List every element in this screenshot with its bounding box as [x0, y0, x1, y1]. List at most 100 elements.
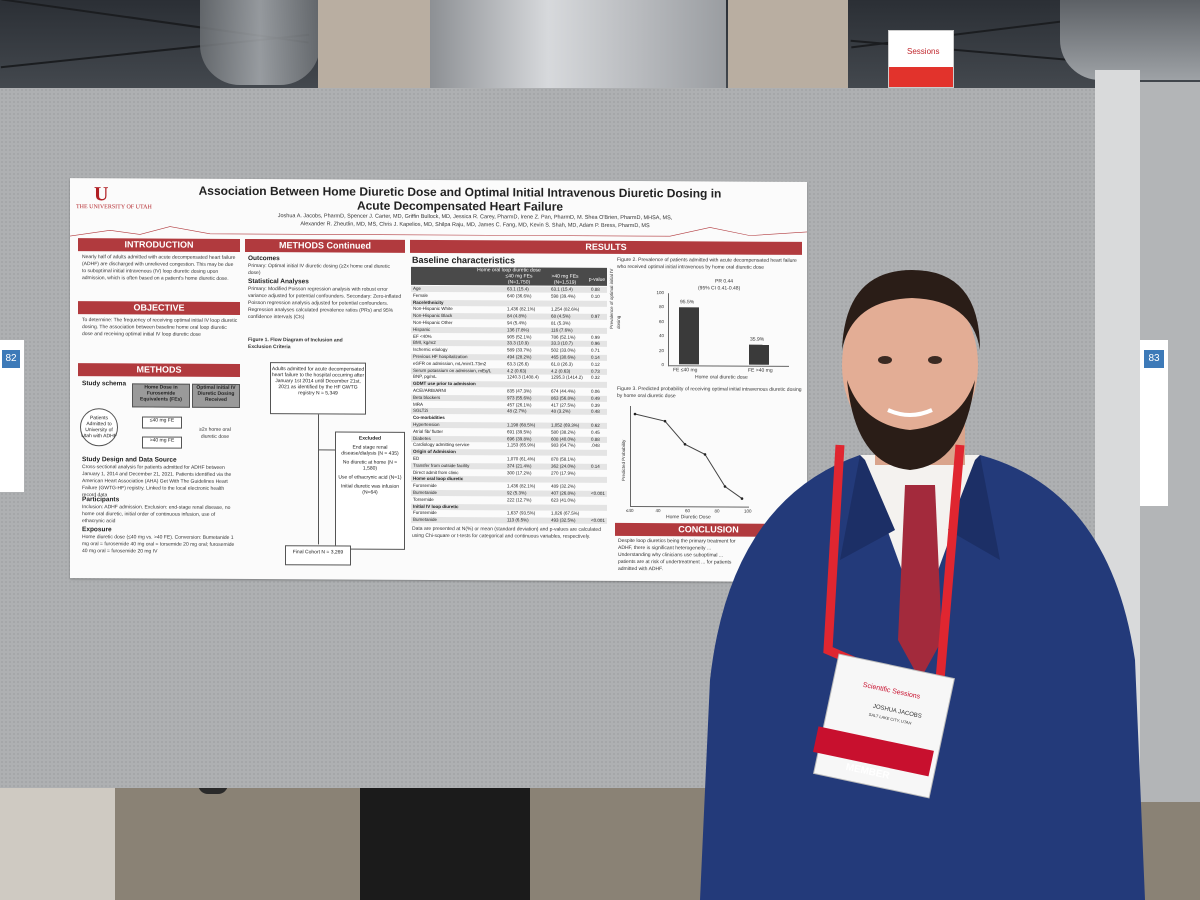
table-cell: 68 (4.5%) — [551, 313, 571, 319]
results-header: RESULTS — [410, 239, 802, 255]
exposure-text: Home diuretic dose (≤40 mg vs. >40 FE). … — [82, 534, 235, 555]
table-cell: 1295.3 (1414.2) — [551, 374, 583, 381]
table-cell: 835 (47.3%) — [507, 388, 532, 394]
table-cell: BMI, kg/m2 — [413, 340, 436, 346]
table-cell: 1,070 (61.4%) — [507, 456, 536, 462]
figure3-line — [633, 412, 744, 500]
baseline-title: Baseline characteristics — [412, 254, 516, 266]
table-col1: ≤40 mg FEs (N=1,750) — [505, 273, 533, 286]
stats-title: Statistical Analyses — [248, 278, 309, 286]
university-logo: U — [94, 183, 109, 206]
table-cell: 0.99 — [591, 334, 600, 340]
introduction-header: INTRODUCTION — [78, 238, 240, 252]
table-cell: Hypertension — [413, 421, 440, 428]
study-schema-title: Study schema — [82, 380, 127, 388]
table-cell: 983 (64.7%) — [551, 442, 576, 449]
table-cell: 502 (33.0%) — [551, 347, 576, 353]
table-cell: Non-Hispanic Other — [413, 319, 453, 326]
table-cell: 457 (26.1%) — [507, 401, 532, 408]
table-cell: 0.45 — [591, 429, 600, 435]
figure3-xtick: ≤40 — [626, 507, 634, 514]
table-cell: 878 (58.1%) — [551, 456, 576, 462]
table-cell: 1,436 (82.1%) — [507, 483, 536, 489]
table-cell: 113 (6.5%) — [507, 517, 529, 523]
table-cell: BNP, pg/mL — [413, 374, 437, 380]
table-cell: Co-morbidities — [413, 415, 445, 421]
objective-header: OBJECTIVE — [78, 301, 240, 315]
table-cell: 84 (4.8%) — [507, 313, 527, 319]
figure2-yticks: 100 80 60 40 20 0 — [650, 290, 666, 367]
schema-gt40: >40 mg FE — [142, 436, 182, 449]
table-cell: Ischemic etiology — [413, 347, 448, 353]
table-cell: Transfer from outside facility — [413, 462, 470, 468]
table-cell: 33.3 (10.7) — [551, 340, 573, 347]
table-footnote: Data are presented at N(%) or mean (stan… — [412, 525, 601, 540]
table-cell: 1,436 (82.1%) — [507, 306, 536, 312]
table-cell: 136 (7.8%) — [507, 327, 530, 333]
table-cell: Previous HF hospitalization — [413, 353, 468, 360]
table-cell: 691 (39.5%) — [507, 429, 532, 435]
pillar-left — [318, 0, 430, 95]
table-cell: Beta blockers — [413, 394, 441, 400]
table-cell: 92 (5.3%) — [507, 490, 527, 496]
table-cell: 493 (32.5%) — [551, 517, 576, 523]
flow-final-box: Final Cohort N = 3,269 — [285, 545, 351, 566]
table-cell: 0.88 — [591, 436, 600, 442]
table-cell: 0.06 — [591, 388, 600, 394]
table-cell: Non-Hispanic White — [413, 306, 453, 312]
table-cell: 116 (7.6%) — [551, 327, 573, 333]
schema-patients: Patients Admitted to University of Utah … — [80, 408, 118, 447]
table-cell: 0.97 — [591, 313, 600, 320]
figure2-ytick: 60 — [658, 318, 664, 324]
table-cell: 580 (38.2%) — [551, 429, 576, 435]
table-cell: 786 (52.1%) — [551, 334, 576, 340]
flow-line — [318, 414, 319, 545]
flow-ethacrynic: Use of ethacrynic acid (N=1) — [338, 474, 402, 481]
flow-infusion: Initial diuretic was infusion (N=64) — [340, 483, 400, 496]
table-cell: .048 — [591, 443, 600, 449]
visitor-legs — [360, 775, 530, 900]
flow-excluded-box: Excluded End stage renal disease/dialysi… — [335, 431, 405, 550]
table-cell: Torsemide — [413, 496, 434, 502]
table-cell: Hispanic — [413, 326, 431, 332]
table-cell: 0.49 — [591, 395, 600, 401]
table-cell: 63.1 (15.4) — [551, 286, 573, 292]
table-cell: 1,637 (93.5%) — [507, 510, 536, 516]
table-cell: 222 (12.7%) — [507, 497, 532, 503]
table-cell: Direct admit from clinic — [413, 469, 459, 475]
table-cell: GDMT use prior to admission — [413, 381, 476, 387]
beard — [847, 380, 975, 470]
ceiling-duct-right — [1060, 0, 1200, 80]
figure3-point — [740, 497, 744, 500]
table-cell: 300 (17.2%) — [507, 469, 532, 476]
table-cell: 81 (5.3%) — [551, 320, 571, 326]
table-col3: p-value — [588, 276, 606, 283]
table-cell: Furosemide — [413, 483, 437, 489]
table-cell: 0.96 — [591, 341, 600, 347]
table-cell: 1240.3 (1408.4) — [507, 374, 539, 380]
table-cell: 1,026 (67.5%) — [551, 510, 580, 517]
table-cell: Cardiology admitting service — [413, 442, 470, 448]
figure3-point — [633, 412, 637, 416]
hair — [842, 270, 980, 350]
table-cell: 63.3 (26.6) — [507, 361, 529, 367]
table-cell: 623 (41.0%) — [551, 497, 576, 503]
table-cell: 0.14 — [591, 354, 600, 360]
table-cell: 905 (52.1%) — [507, 333, 532, 340]
figure1-caption: Figure 1. Flow Diagram of Inclusion and … — [248, 337, 343, 351]
schema-optimal: Optimal Initial IV Diuretic Dosing Recei… — [192, 383, 240, 408]
table-cell: 417 (27.5%) — [551, 402, 576, 408]
flow-no-diuretic: No diuretic at home (N = 1,580) — [342, 459, 398, 472]
table-cell: 4.2 (0.63) — [551, 368, 571, 374]
figure2-ytick: 20 — [658, 347, 664, 353]
table-cell: 362 (24.0%) — [551, 463, 576, 469]
stats-text: Primary: Modified Poisson regression ana… — [248, 286, 402, 321]
table-cell: 94 (5.4%) — [507, 320, 527, 326]
figure2-ytick: 40 — [658, 333, 664, 339]
table-cell: Origin of Admission — [413, 449, 456, 455]
table-cell: Bumetanide — [413, 489, 438, 495]
table-cell: <0.001 — [591, 517, 605, 524]
methods-header: METHODS — [78, 363, 240, 377]
table-cell: 48 (3.2%) — [551, 408, 571, 415]
table-cell: 0.12 — [591, 361, 600, 367]
